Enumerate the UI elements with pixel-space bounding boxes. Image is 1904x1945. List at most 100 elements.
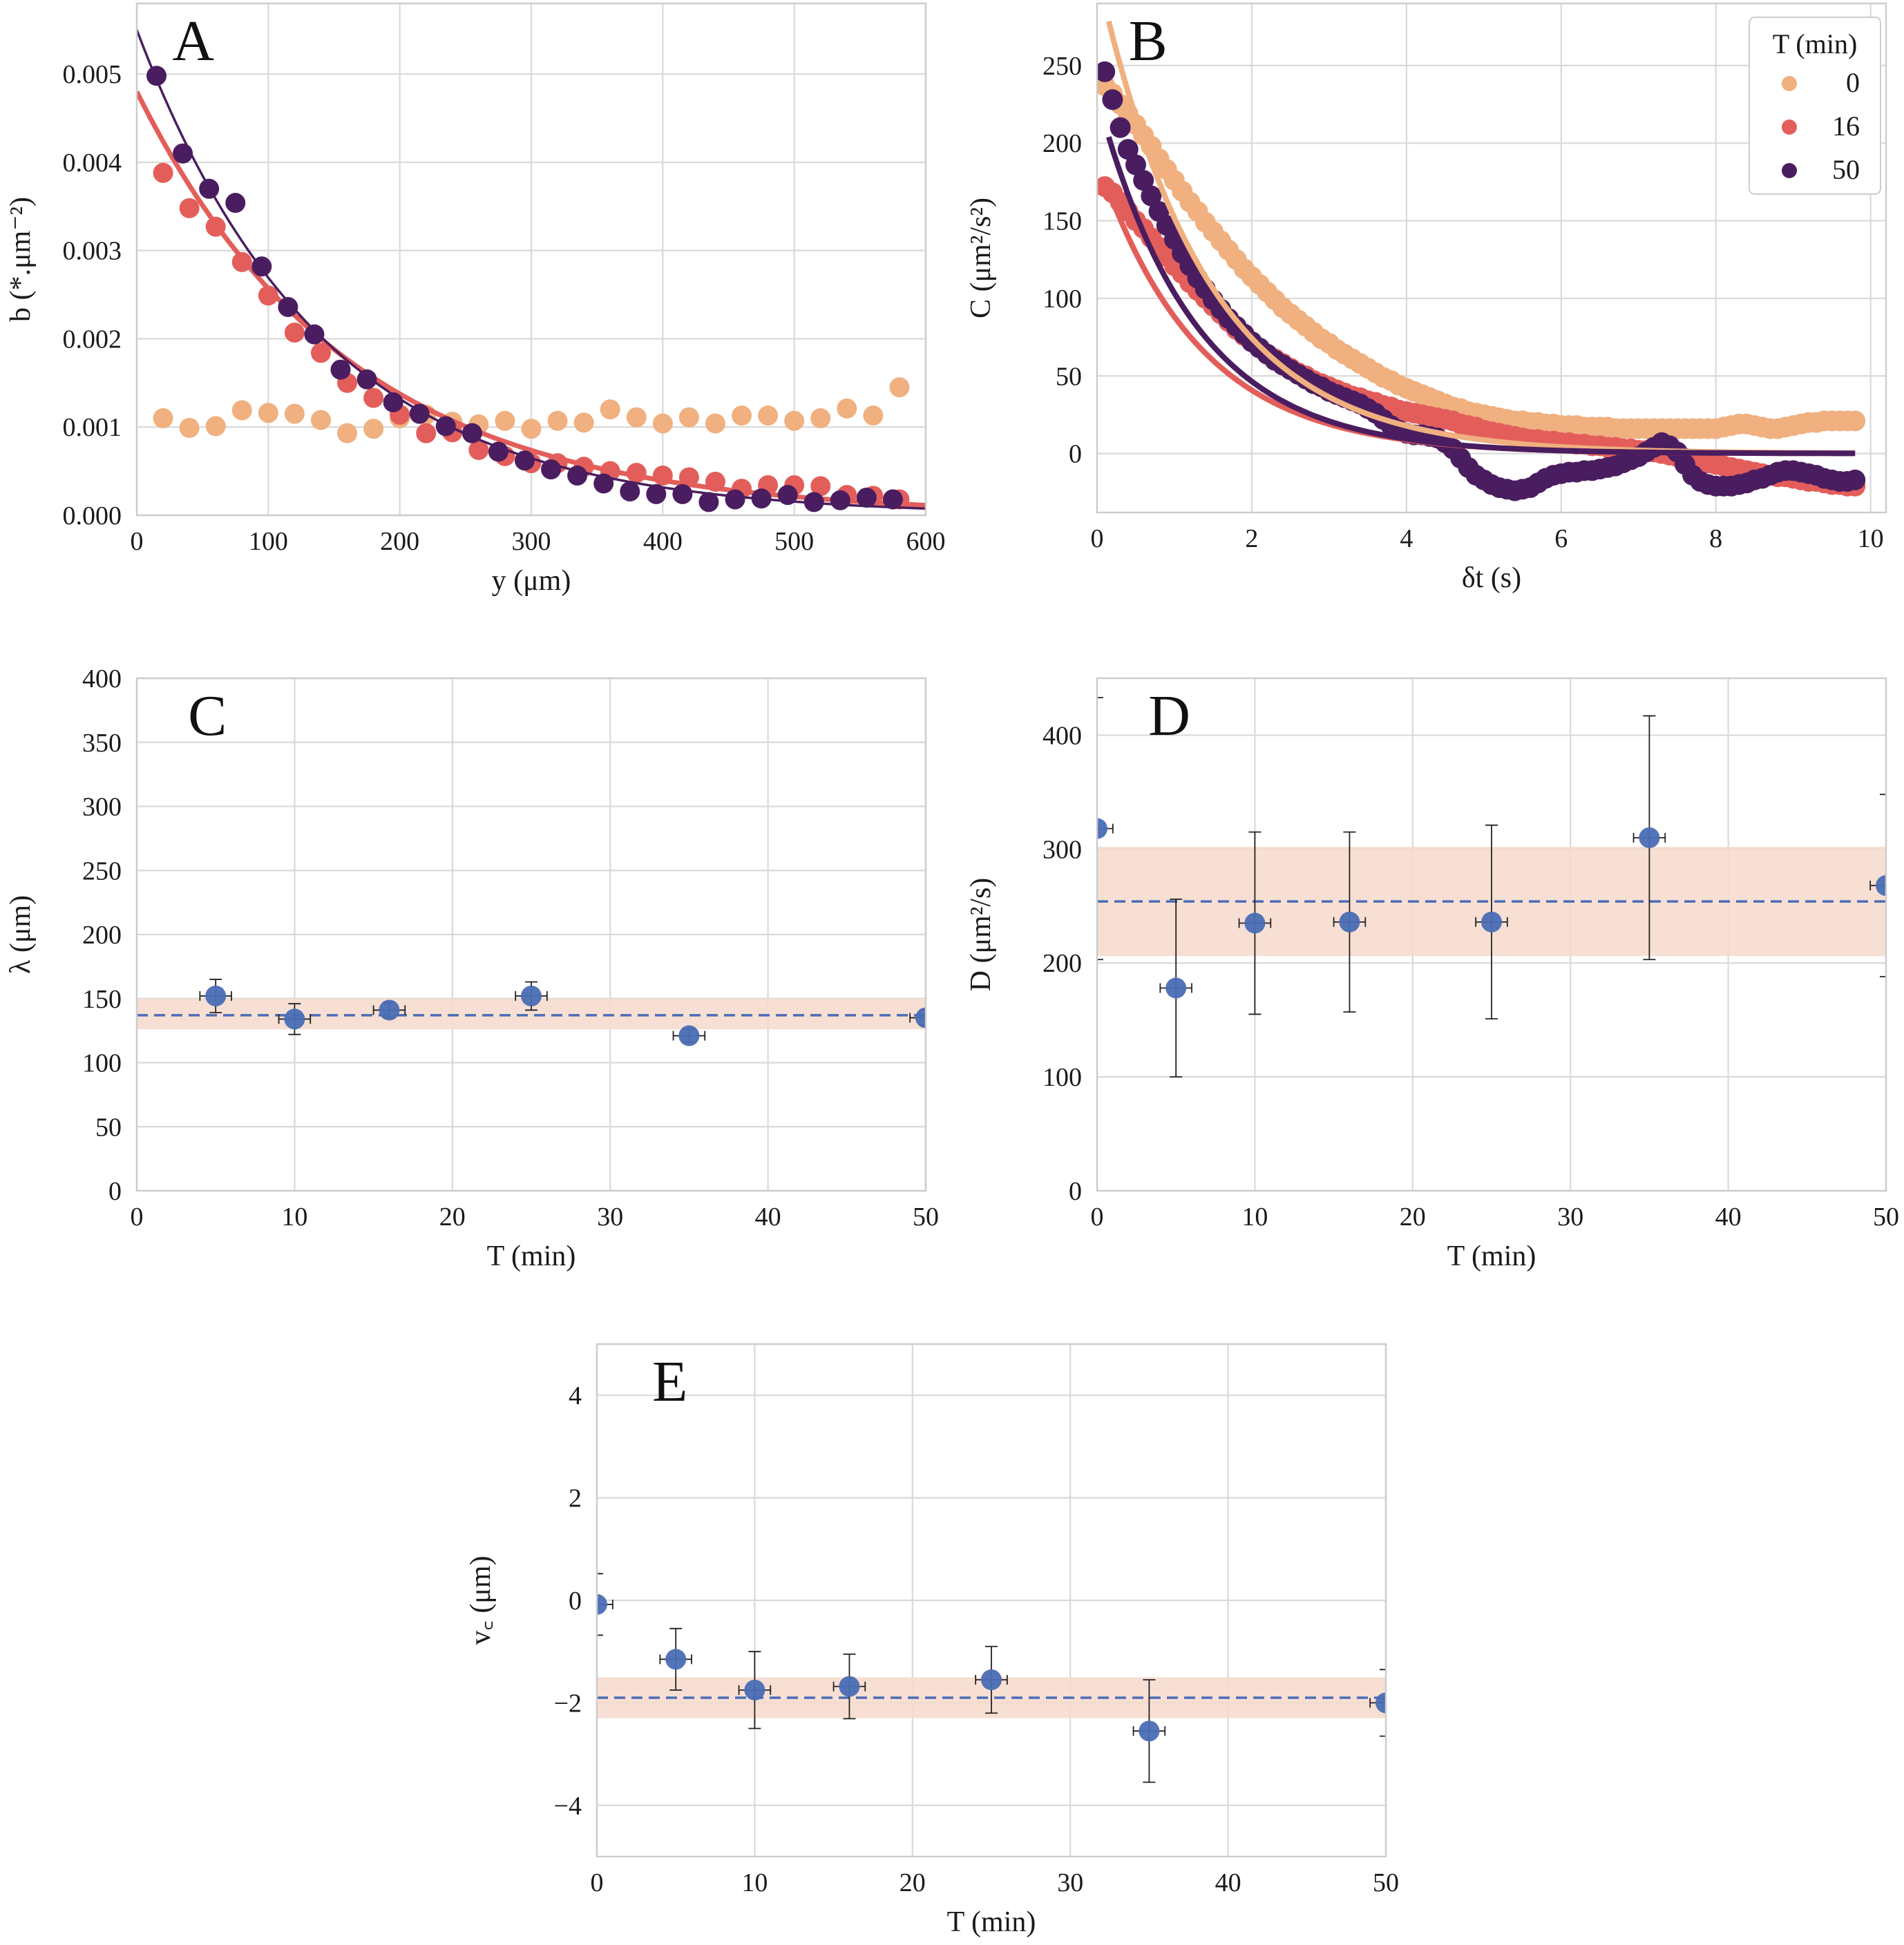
x-tick-label: 0	[1091, 524, 1104, 553]
data-point	[665, 1649, 687, 1670]
data-point-t50	[1141, 185, 1162, 207]
data-point-t0	[810, 408, 831, 428]
data-point-t0	[337, 423, 358, 443]
data-point-t50	[173, 143, 193, 164]
x-axis-label: T (min)	[1447, 1240, 1536, 1272]
y-axis-label: λ (μm)	[5, 895, 37, 974]
data-point-t50	[435, 416, 456, 437]
legend-label: 50	[1832, 154, 1860, 185]
data-point-t0	[784, 410, 805, 431]
data-point-t50	[330, 359, 351, 380]
panel-letter: A	[172, 9, 214, 73]
plot-content	[597, 1573, 1386, 1783]
panel-letter: D	[1148, 684, 1190, 748]
x-tick-label: 4	[1400, 524, 1413, 553]
y-tick-label: 300	[82, 793, 122, 822]
x-tick-label: 40	[755, 1203, 781, 1232]
data-point-t0	[732, 405, 752, 426]
data-point	[678, 1025, 700, 1046]
panel-letter: B	[1129, 9, 1168, 73]
data-point-group	[1333, 831, 1367, 1013]
data-point-t0	[231, 400, 252, 421]
data-point-t0	[179, 418, 200, 439]
data-point-t50	[803, 492, 824, 512]
x-tick-label: 20	[439, 1203, 466, 1232]
y-tick-label: 200	[1043, 129, 1082, 158]
data-point	[379, 999, 400, 1021]
data-point-t0	[678, 407, 699, 428]
x-tick-label: 50	[913, 1203, 939, 1232]
data-point-t50	[1125, 154, 1146, 175]
x-tick-label: 10	[1241, 1203, 1268, 1232]
data-point-group	[1132, 1679, 1166, 1783]
data-point-t0	[284, 403, 305, 424]
data-point-t0	[521, 419, 542, 439]
data-point-group	[1159, 898, 1192, 1078]
data-point-group	[738, 1651, 772, 1730]
data-point-t0	[153, 408, 173, 428]
data-point	[915, 1007, 926, 1028]
y-tick-label: 150	[82, 985, 122, 1014]
y-tick-label: 0.001	[63, 413, 122, 442]
data-point-t0	[205, 416, 226, 437]
legend-label: 16	[1832, 111, 1860, 142]
x-tick-label: 40	[1715, 1203, 1742, 1232]
data-point-t16	[205, 216, 226, 237]
data-point	[981, 1669, 1002, 1691]
data-point-t50	[356, 369, 377, 390]
panel-A: 0 100 200 300 400 500 600 0.000 0.001 0.002 0.003 0…	[5, 2, 946, 597]
y-tick-label: 100	[1043, 285, 1082, 314]
y-tick-label: 0.004	[63, 148, 122, 178]
x-tick-label: 40	[1215, 1868, 1241, 1897]
data-point-t16	[310, 343, 331, 363]
data-point-t0	[705, 413, 725, 434]
y-tick-label: 0.005	[63, 60, 122, 89]
plot-content	[1097, 20, 1866, 501]
data-point-t0	[889, 377, 910, 398]
data-point-t50	[1133, 170, 1154, 191]
data-point-t16	[258, 285, 278, 306]
data-point-t16	[810, 476, 831, 497]
panel-C: 0 10 20 30 40 50 0 50 100 150 200 250 300 350 400 T (mi…	[5, 664, 939, 1272]
data-point	[1139, 1721, 1160, 1742]
data-point-t0	[1845, 410, 1866, 432]
axes-frame	[135, 2, 927, 517]
data-point	[744, 1679, 765, 1700]
data-point-t16	[416, 423, 437, 443]
data-point-t50	[725, 489, 745, 510]
data-point	[1876, 875, 1886, 897]
data-point-t50	[225, 193, 246, 213]
data-point	[839, 1676, 860, 1697]
data-point-t50	[672, 483, 693, 504]
data-point-t50	[1117, 139, 1139, 160]
y-tick-label: 0.003	[63, 237, 122, 266]
y-tick-label: −4	[554, 1792, 582, 1821]
data-point-group	[1238, 831, 1272, 1015]
y-tick-label: 300	[1043, 835, 1082, 864]
data-point	[1481, 911, 1502, 932]
legend-title: T (min)	[1773, 28, 1858, 59]
y-axis-label: C (μm²/s²)	[965, 198, 997, 318]
data-point-group	[372, 999, 406, 1021]
data-point-t50	[1110, 117, 1131, 138]
x-tick-label: 100	[249, 527, 288, 556]
x-tick-label: 600	[906, 527, 946, 556]
data-point-t16	[626, 463, 647, 483]
y-axis-label: D (μm²/s)	[965, 878, 997, 992]
plot-content	[137, 979, 926, 1046]
data-point-group	[597, 1573, 613, 1636]
data-point-group	[975, 1645, 1008, 1714]
panel-letter: E	[652, 1350, 687, 1414]
x-tick-label: 0	[131, 527, 144, 556]
axes-frame	[596, 1343, 1387, 1858]
data-point-t50	[830, 490, 850, 510]
data-point	[284, 1008, 305, 1030]
x-axis-label: δt (s)	[1462, 562, 1521, 594]
x-tick-label: 200	[380, 527, 419, 556]
y-tick-label: 4	[569, 1381, 582, 1410]
x-tick-label: 0	[591, 1868, 604, 1897]
data-point	[1097, 818, 1107, 839]
x-tick-label: 400	[643, 527, 683, 556]
data-point-t50	[488, 441, 508, 462]
